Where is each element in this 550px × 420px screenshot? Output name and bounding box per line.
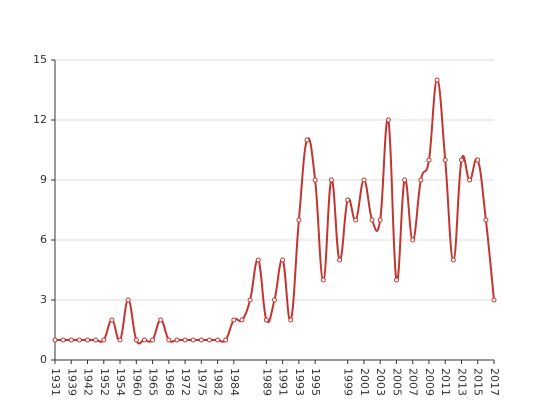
x-tick-label: 2003: [374, 368, 387, 396]
point: [337, 257, 343, 263]
x-tick-label: 2017: [488, 368, 501, 396]
point: [280, 257, 286, 263]
y-tick-label: 3: [40, 293, 47, 306]
y-tick-label: 15: [33, 53, 47, 66]
point: [158, 317, 164, 323]
point: [215, 337, 221, 343]
x-tick-label: 1952: [98, 368, 111, 396]
point: [174, 337, 180, 343]
point: [223, 337, 229, 343]
point: [377, 217, 383, 223]
point: [345, 197, 351, 203]
y-tick-label: 0: [40, 353, 47, 366]
x-tick-label: 1965: [147, 368, 160, 396]
point: [255, 257, 261, 263]
point: [353, 217, 359, 223]
x-tick-label: 1972: [179, 368, 192, 396]
point: [304, 137, 310, 143]
point: [117, 337, 123, 343]
x-tick-label: 1939: [65, 368, 78, 396]
x-tick-label: 1982: [212, 368, 225, 396]
point: [85, 337, 91, 343]
point: [93, 337, 99, 343]
x-tick-label: 2001: [358, 368, 371, 396]
x-tick-label: 1931: [49, 368, 62, 396]
point: [475, 157, 481, 163]
point: [402, 177, 408, 183]
point: [272, 297, 277, 303]
x-tick-label: 2009: [423, 368, 436, 396]
point: [312, 177, 318, 183]
point: [247, 297, 253, 303]
point: [442, 157, 448, 163]
x-tick-label: 1995: [309, 368, 322, 396]
x-tick-label: 1993: [293, 368, 306, 396]
point: [458, 157, 464, 163]
point: [296, 217, 302, 223]
point: [166, 337, 172, 343]
point: [52, 337, 58, 343]
point: [60, 337, 66, 343]
point: [150, 337, 156, 343]
point: [450, 257, 456, 263]
x-tick-label: 2013: [455, 368, 468, 396]
point: [206, 337, 212, 343]
point: [141, 337, 147, 343]
x-tick-label: 1942: [82, 368, 95, 396]
point: [182, 337, 188, 343]
point: [231, 317, 237, 323]
point: [133, 337, 139, 343]
point: [263, 317, 269, 323]
point: [369, 217, 375, 223]
x-tick-label: 1954: [114, 368, 127, 396]
point: [239, 317, 245, 323]
point: [483, 217, 489, 223]
point: [125, 297, 131, 303]
x-tick-label: 1984: [228, 368, 241, 396]
point: [418, 177, 424, 183]
point: [288, 317, 294, 323]
point: [101, 337, 107, 343]
point: [434, 77, 440, 83]
point: [426, 157, 432, 163]
point: [410, 237, 416, 243]
x-tick-label: 1975: [195, 368, 208, 396]
point: [109, 317, 115, 323]
point: [467, 177, 473, 183]
x-tick-label: 1999: [342, 368, 355, 396]
y-tick-label: 9: [40, 173, 47, 186]
x-tick-label: 1960: [130, 368, 143, 396]
x-tick-label: 1968: [163, 368, 176, 396]
x-tick-label: 2015: [472, 368, 485, 396]
point: [393, 277, 399, 283]
point: [198, 337, 204, 343]
point: [68, 337, 74, 343]
point: [491, 297, 497, 303]
point: [320, 277, 326, 283]
x-tick-label: 2005: [390, 368, 403, 396]
x-tick-label: 2007: [407, 368, 420, 396]
point: [190, 337, 196, 343]
point: [76, 337, 82, 343]
x-tick-label: 2011: [439, 368, 452, 396]
point: [328, 177, 334, 183]
point: [385, 117, 391, 123]
y-tick-label: 12: [33, 113, 47, 126]
x-tick-label: 1989: [260, 368, 273, 396]
point: [361, 177, 367, 183]
x-tick-label: 1991: [277, 368, 290, 396]
y-tick-label: 6: [40, 233, 47, 246]
